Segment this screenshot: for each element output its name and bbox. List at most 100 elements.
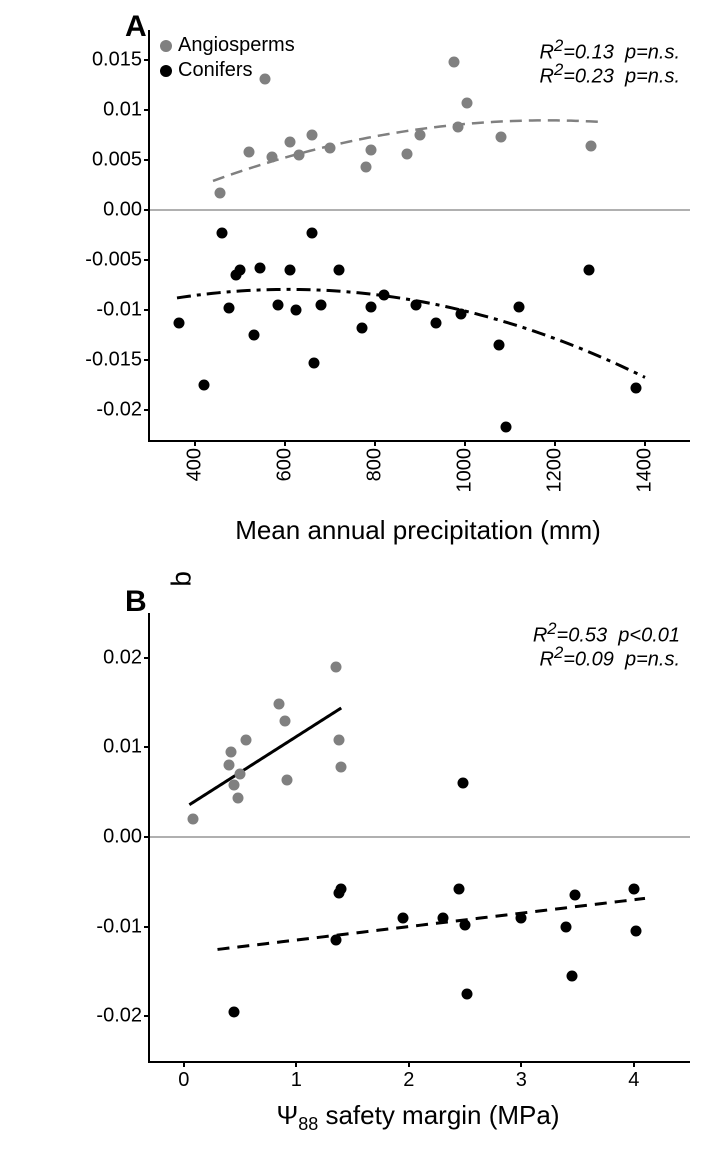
- conifer-point: [398, 912, 409, 923]
- xlabel-suffix: safety margin (MPa): [318, 1100, 559, 1130]
- legend-label: Conifers: [178, 59, 252, 82]
- angiosperm-point: [226, 746, 237, 757]
- y-tick-label: -0.02: [96, 1005, 142, 1028]
- y-tick: [144, 359, 150, 361]
- conifer-point: [255, 263, 266, 274]
- zero-line: [150, 836, 690, 838]
- panel-b-x-axis-label: Ψ88 safety margin (MPa): [148, 1100, 688, 1135]
- conifer-point: [462, 988, 473, 999]
- conifer-point: [309, 358, 320, 369]
- conifer-point: [229, 1006, 240, 1017]
- angiosperm-point: [462, 98, 473, 109]
- angiosperm-point: [280, 715, 291, 726]
- angiosperm-point: [330, 661, 341, 672]
- angiosperm-point: [235, 769, 246, 780]
- angiosperm-point: [334, 735, 345, 746]
- legend-dot-icon: [160, 40, 172, 52]
- angiosperm-point: [214, 188, 225, 199]
- legend-item: Angiosperms: [160, 34, 295, 57]
- conifer-point: [410, 300, 421, 311]
- legend-label: Angiosperms: [178, 34, 295, 57]
- y-tick-label: -0.01: [96, 299, 142, 322]
- conifer-point: [199, 380, 210, 391]
- y-tick-label: 0.00: [103, 826, 142, 849]
- x-tick: [183, 1061, 185, 1067]
- x-tick: [554, 440, 556, 446]
- angiosperm-point: [361, 162, 372, 173]
- stat-annotation: R2=0.23 p=n.s.: [540, 60, 680, 89]
- x-tick-label: 1000: [454, 448, 477, 493]
- conifer-point: [365, 302, 376, 313]
- conifer-point: [631, 383, 642, 394]
- x-tick: [644, 440, 646, 446]
- y-tick-label: 0.00: [103, 199, 142, 222]
- figure: Temperature beta estimates A -0.02-0.015…: [0, 0, 709, 1156]
- conifer-point: [454, 883, 465, 894]
- angiosperm-point: [240, 735, 251, 746]
- angiosperm-point: [229, 780, 240, 791]
- y-tick-label: 0.005: [92, 149, 142, 172]
- panel-a-letter: A: [125, 10, 147, 44]
- y-tick: [144, 836, 150, 838]
- angiosperm-point: [244, 147, 255, 158]
- y-tick-label: 0.01: [103, 736, 142, 759]
- conifer-point: [437, 912, 448, 923]
- angiosperm-point: [401, 149, 412, 160]
- panel-a-plot-area: -0.02-0.015-0.01-0.0050.000.0050.010.015…: [148, 30, 690, 442]
- conifer-point: [516, 912, 527, 923]
- legend-dot-icon: [160, 65, 172, 77]
- y-tick: [144, 209, 150, 211]
- angiosperm-point: [448, 57, 459, 68]
- angiosperm-point: [336, 762, 347, 773]
- x-tick-label: 0: [178, 1069, 189, 1092]
- conifer-point: [500, 422, 511, 433]
- conifer-point: [561, 921, 572, 932]
- conifer-point: [583, 265, 594, 276]
- y-tick-label: -0.01: [96, 915, 142, 938]
- conifer-point: [514, 302, 525, 313]
- y-tick: [144, 1015, 150, 1017]
- conifer-fit: [218, 898, 646, 949]
- conifer-point: [334, 265, 345, 276]
- x-tick: [284, 440, 286, 446]
- angiosperm-point: [293, 150, 304, 161]
- angiosperm-point: [307, 130, 318, 141]
- angiosperm-point: [453, 122, 464, 133]
- angiosperm-point: [266, 152, 277, 163]
- y-tick-label: -0.02: [96, 399, 142, 422]
- angiosperm-point: [365, 145, 376, 156]
- x-tick: [295, 1061, 297, 1067]
- x-tick: [633, 1061, 635, 1067]
- y-tick-label: -0.005: [85, 249, 142, 272]
- conifer-point: [284, 265, 295, 276]
- angiosperm-point: [187, 814, 198, 825]
- conifer-point: [379, 290, 390, 301]
- conifer-point: [291, 305, 302, 316]
- angiosperm-point: [586, 141, 597, 152]
- x-tick-label: 800: [364, 448, 387, 481]
- y-tick: [144, 259, 150, 261]
- panel-b-plot-area: -0.02-0.010.000.010.0201234R2=0.53 p<0.0…: [148, 613, 690, 1063]
- angiosperm-point: [496, 132, 507, 143]
- x-tick: [194, 440, 196, 446]
- conifer-point: [330, 935, 341, 946]
- x-tick: [520, 1061, 522, 1067]
- zero-line: [150, 209, 690, 211]
- angiosperm-point: [223, 760, 234, 771]
- conifer-point: [248, 330, 259, 341]
- x-tick: [408, 1061, 410, 1067]
- angiosperm-point: [274, 699, 285, 710]
- y-tick: [144, 59, 150, 61]
- x-tick: [374, 440, 376, 446]
- legend-item: Conifers: [160, 59, 295, 82]
- y-tick-label: 0.015: [92, 49, 142, 72]
- y-tick: [144, 109, 150, 111]
- conifer-point: [217, 228, 228, 239]
- conifer-point: [631, 926, 642, 937]
- y-tick: [144, 926, 150, 928]
- conifer-point: [356, 323, 367, 334]
- legend: AngiospermsConifers: [160, 34, 295, 84]
- y-tick-label: -0.015: [85, 349, 142, 372]
- conifer-point: [493, 340, 504, 351]
- conifer-point: [307, 228, 318, 239]
